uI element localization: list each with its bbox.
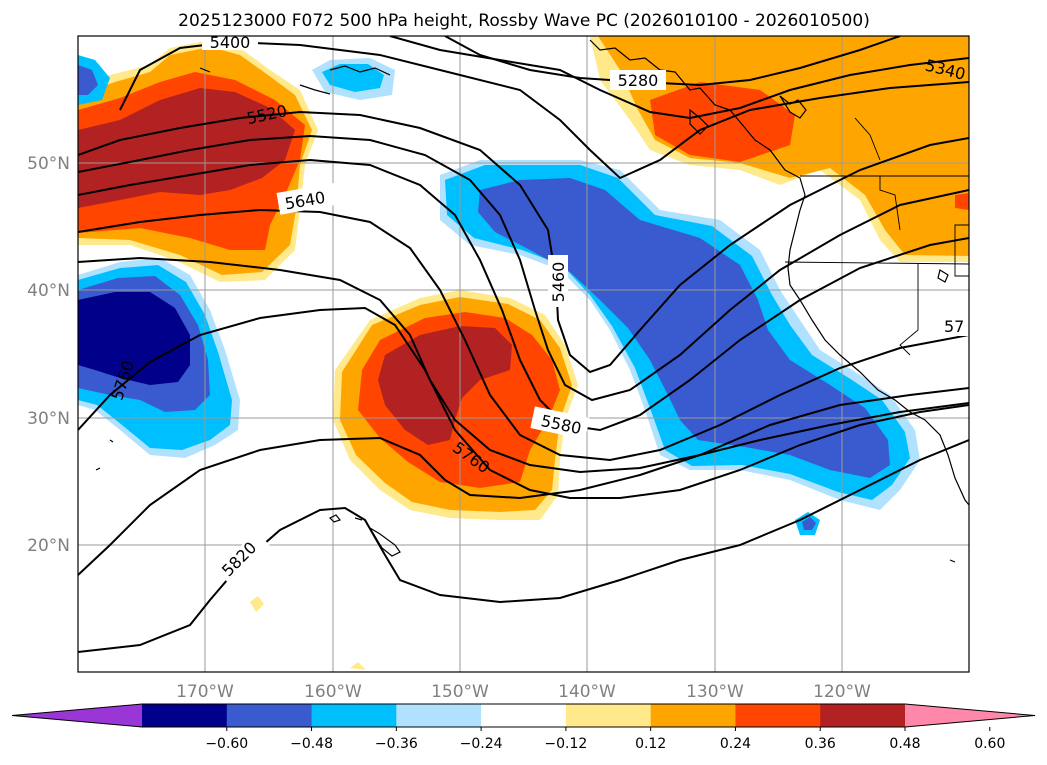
colorbar-segment — [481, 704, 567, 727]
anomaly-neg-3 — [478, 178, 890, 478]
contour-5700 — [78, 256, 969, 474]
boundaries — [784, 117, 969, 356]
anomaly-pos-3b — [955, 193, 969, 210]
colorbar-segment — [311, 704, 397, 727]
map-frame — [77, 35, 970, 673]
colorbar-segment — [142, 704, 228, 727]
lon-label-140w: 140°W — [558, 682, 616, 702]
colorbar-segment — [820, 704, 906, 727]
colorbar-segment — [650, 704, 736, 727]
anomaly-pos-dot-1 — [250, 596, 264, 612]
lon-label-120w: 120°W — [813, 682, 871, 702]
anomaly-neg-9 — [78, 65, 98, 95]
colorbar-tick-label: 0.12 — [635, 736, 666, 752]
contour-5340 — [389, 36, 969, 120]
lat-label-20n: 20°N — [27, 536, 70, 556]
anomaly-shading: 5400 5520 5640 5760 5280 5340 5460 5580 … — [78, 33, 969, 672]
anomaly-neg-11 — [322, 64, 384, 92]
colorbar-tick-label: −0.24 — [460, 736, 503, 752]
contour-label-5400: 5400 — [210, 33, 251, 52]
latitude-labels: 50°N 40°N 30°N 20°N — [27, 154, 70, 556]
lat-label-40n: 40°N — [27, 281, 70, 301]
anomaly-neg-dot-b — [802, 517, 816, 530]
contour-5580 — [78, 158, 969, 432]
colorbar-segment — [735, 704, 821, 727]
contour-5640 — [78, 208, 969, 462]
anomaly-pos-dot-2 — [350, 662, 366, 670]
lat-label-50n: 50°N — [27, 154, 70, 174]
contour-5760 — [78, 306, 969, 499]
colorbar-tick-label: 0.36 — [805, 736, 836, 752]
lon-label-150w: 150°W — [431, 682, 489, 702]
lon-label-130w: 130°W — [686, 682, 744, 702]
colorbar-tick-label: −0.60 — [205, 736, 248, 752]
colorbar-tick-label: 0.24 — [720, 736, 751, 752]
colorbar-tick-label: −0.48 — [290, 736, 333, 752]
contour-label-57: 57 — [944, 317, 964, 336]
colorbar-segment — [226, 704, 313, 727]
anomaly-neg-7 — [78, 292, 190, 385]
contour-5280 — [444, 36, 901, 87]
contour-5820b — [78, 439, 969, 653]
lon-label-170w: 170°W — [176, 682, 234, 702]
contour-label-5280: 5280 — [618, 71, 659, 90]
colorbar-tick-label: 0.48 — [889, 736, 920, 752]
colorbar-segment — [565, 704, 652, 727]
figure-title: 2025123000 F072 500 hPa height, Rossby W… — [178, 11, 870, 31]
colorbar-tick-label: 0.60 — [974, 736, 1005, 752]
colorbar-extend-low — [12, 704, 142, 727]
colorbar-segment — [396, 704, 482, 727]
anomaly-pos-11 — [378, 326, 512, 445]
colorbar-outline — [11, 703, 1036, 728]
lat-label-30n: 30°N — [27, 409, 70, 429]
colorbar-tick-label: −0.12 — [544, 736, 587, 752]
colorbar-extend-high — [905, 704, 1035, 727]
colorbar-tick-label: −0.36 — [375, 736, 418, 752]
lon-label-160w: 160°W — [304, 682, 362, 702]
map-panel: 5400 5520 5640 5760 5280 5340 5460 5580 … — [77, 33, 970, 673]
contour-5820 — [78, 402, 969, 576]
contour-5520 — [78, 134, 969, 402]
height-contours — [78, 36, 969, 653]
contour-label-5460: 5460 — [549, 262, 568, 303]
colorbar: −0.60 −0.48 −0.36 −0.24 −0.12 0.12 0.24 0.36 0.4… — [11, 703, 1036, 752]
longitude-labels: 170°W 160°W 150°W 140°W 130°W 120°W — [176, 682, 871, 702]
